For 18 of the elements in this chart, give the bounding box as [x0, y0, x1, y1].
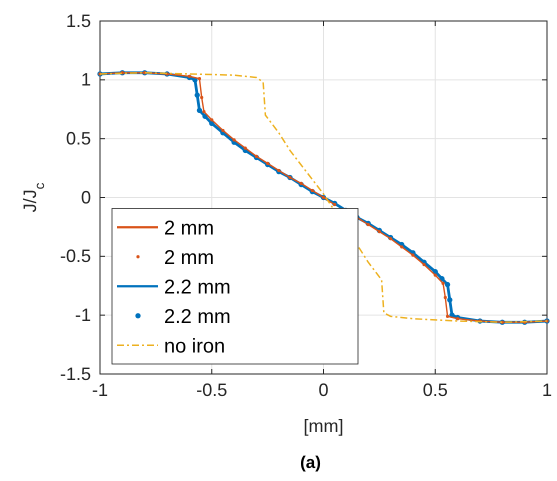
y-tick-label: -0.5	[60, 246, 91, 266]
x-axis-title: [mm]	[304, 416, 344, 436]
legend-label: no iron	[164, 335, 226, 358]
legend-label: 2 mm	[164, 217, 214, 240]
y-tick-label: 1.5	[66, 10, 91, 31]
legend-label: 2.2 mm	[164, 276, 231, 298]
legend-label: 2 mm	[164, 246, 214, 269]
y-tick-label: -1.5	[60, 364, 91, 384]
x-tick-label: 0.5	[422, 380, 448, 400]
legend-label: 2.2 mm	[164, 306, 231, 328]
y-tick-label: -1	[74, 304, 91, 325]
text: (a)	[300, 453, 321, 472]
y-tick-label: 0	[80, 187, 91, 208]
x-tick-label: 0	[318, 380, 329, 400]
y-tick-label: 1	[80, 70, 91, 90]
y-tick-label: 0.5	[66, 128, 91, 148]
x-tick-label: 1	[542, 380, 552, 400]
x-tick-label: -0.5	[196, 380, 228, 400]
